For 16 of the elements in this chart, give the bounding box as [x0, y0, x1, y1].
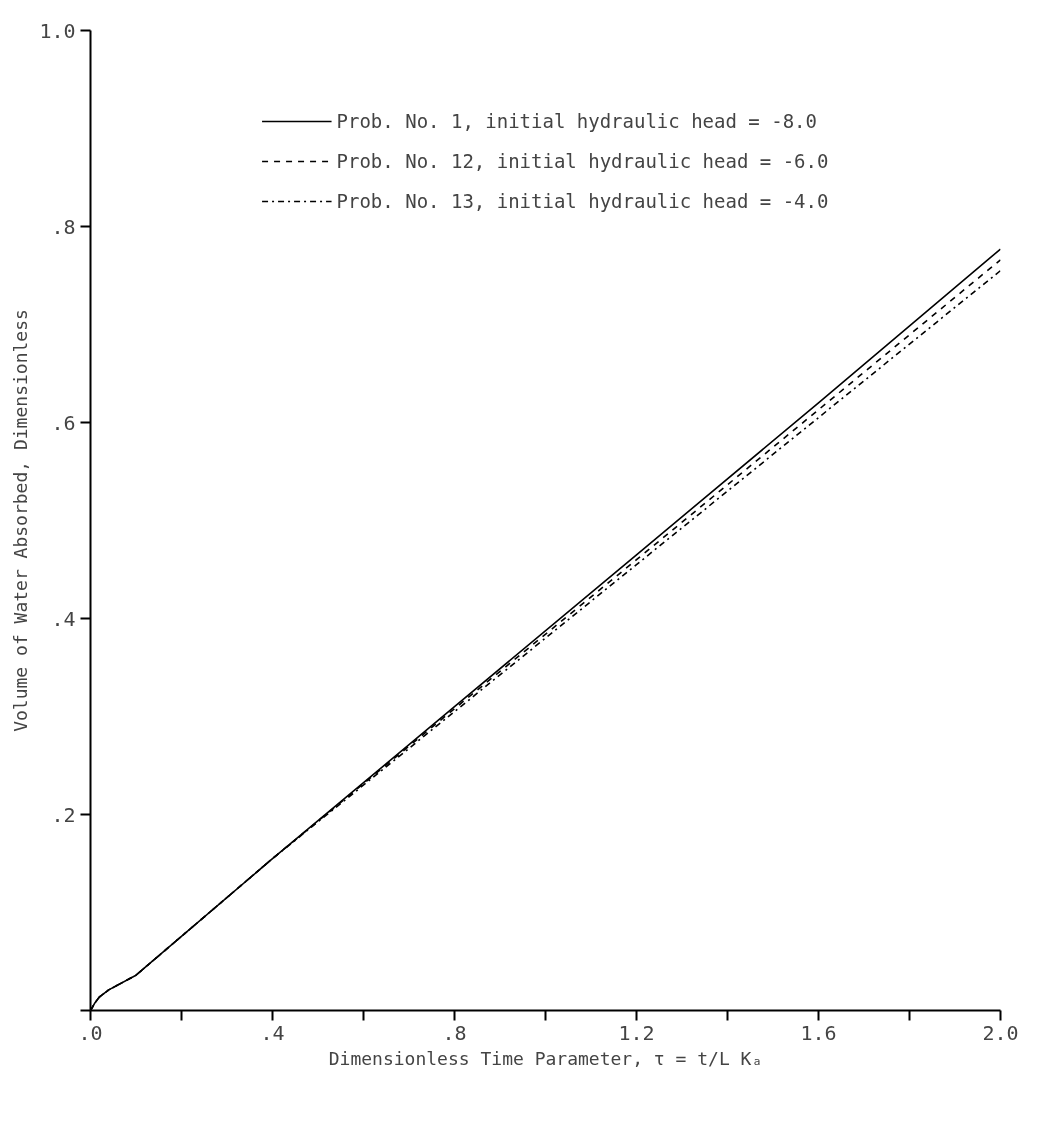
y-tick-label: 1.0	[39, 18, 76, 43]
legend-label: Prob. No. 12, initial hydraulic head = -6.0	[336, 150, 829, 172]
y-tick-label: .6	[51, 410, 76, 435]
legend-label: Prob. No. 1, initial hydraulic head = -8.0	[336, 110, 817, 132]
x-tick-label: 1.6	[800, 1020, 837, 1045]
y-axis-title: Volume of Water Absorbed, Dimensionless	[10, 309, 32, 732]
y-tick-label: .4	[51, 606, 76, 631]
y-tick-label: .8	[51, 214, 76, 239]
x-tick-label: 1.2	[618, 1020, 655, 1045]
y-tick-label: .2	[51, 802, 76, 827]
x-tick-label: .0	[78, 1020, 103, 1045]
x-tick-label: .8	[442, 1020, 467, 1045]
x-axis-title: Dimensionless Time Parameter, τ = t/L Kₐ	[328, 1047, 763, 1069]
legend-label: Prob. No. 13, initial hydraulic head = -4.0	[336, 190, 829, 212]
x-tick-label: 2.0	[982, 1020, 1019, 1045]
x-tick-label: .4	[260, 1020, 285, 1045]
